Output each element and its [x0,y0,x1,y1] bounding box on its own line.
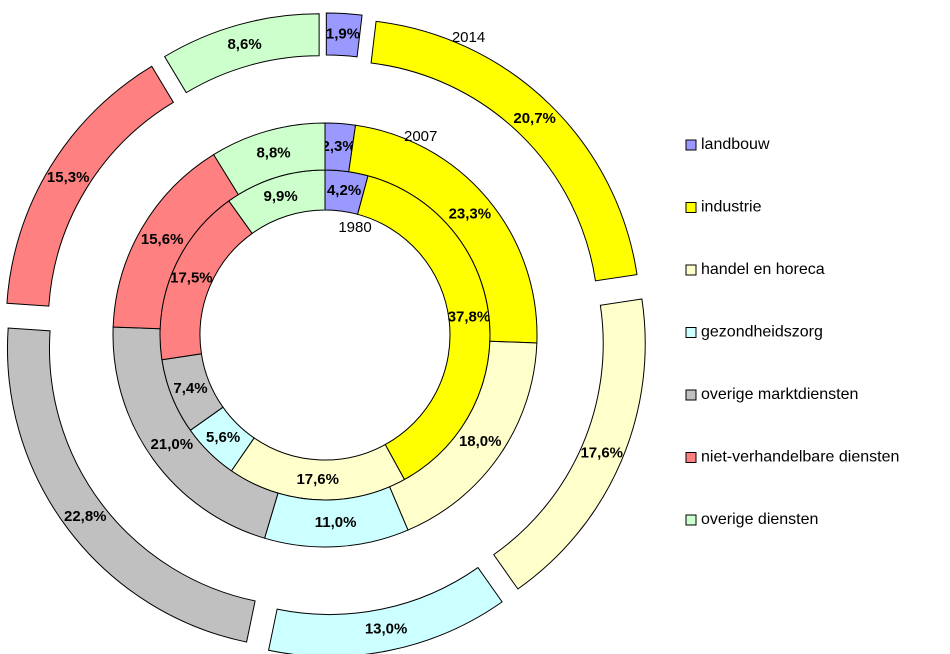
data-label: 1,9% [326,26,360,43]
ring-segment [493,298,646,590]
ring-segment [212,122,326,196]
legend-swatch [685,139,697,151]
legend-swatch [685,202,697,213]
ring-segment [325,12,363,58]
data-label: 5,6% [206,429,240,446]
ring-label: 2014 [452,29,485,46]
ring-label: 1980 [338,219,371,236]
data-label: 8,8% [256,145,290,162]
ring-segment [163,13,320,94]
legend-swatch [685,452,697,463]
data-label: 8,6% [227,36,261,53]
ring-label: 2007 [404,128,437,145]
data-label: 7,4% [173,380,207,397]
legend-label: industrie [701,199,762,216]
data-label: 11,0% [315,514,357,531]
data-label: 17,5% [170,270,213,287]
legend-label: handel en horeca [701,261,825,278]
data-label: 2,3% [322,138,356,155]
ring-segment [7,327,256,643]
legend-label: overige diensten [701,511,818,528]
data-label: 9,9% [264,188,298,205]
legend-swatch [685,389,697,401]
legend-label: landbouw [701,136,770,153]
legend-label: overige marktdiensten [701,386,858,403]
data-label: 37,8% [448,309,491,326]
legend-swatch [685,264,697,276]
data-label: 15,6% [141,231,184,248]
data-label: 17,6% [296,471,339,488]
ring-segment [6,65,175,307]
legend-swatch [685,514,697,526]
legend-swatch [685,327,697,338]
legend-label: niet-verhandelbare diensten [701,449,899,466]
data-label: 22,8% [64,508,107,525]
data-label: 20,7% [513,110,556,127]
ring-segment [267,566,503,654]
data-label: 15,3% [47,169,90,186]
data-label: 23,3% [449,205,492,222]
data-label: 4,2% [327,182,361,199]
legend-label: gezondheidszorg [701,324,823,341]
data-label: 17,6% [580,444,623,461]
data-label: 21,0% [151,436,194,453]
data-label: 18,0% [459,433,502,450]
ring-segment [370,20,638,282]
data-label: 13,0% [365,621,408,638]
